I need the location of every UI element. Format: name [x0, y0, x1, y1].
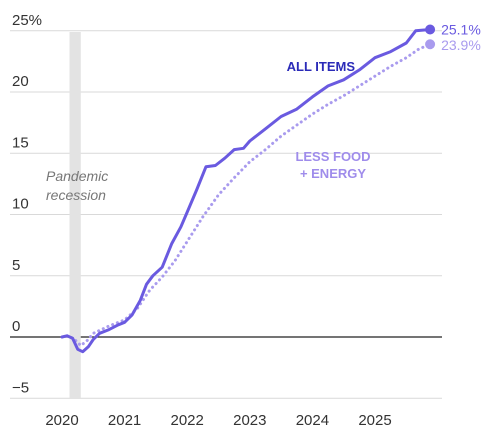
- y-tick-label: 15: [12, 134, 29, 151]
- y-tick-label: 5: [12, 257, 20, 274]
- series-end-value-label: 23.9%: [441, 37, 481, 53]
- gridlines: [10, 30, 442, 399]
- series-labels: 23.9%25.1% ALL ITEMS LESS FOOD + ENERGY: [287, 22, 481, 181]
- recession-label-line-1: Pandemic: [46, 168, 108, 184]
- x-axis-tick-labels: 2020 2021 2022 2023 2024 2025: [45, 412, 391, 429]
- y-tick-label: 20: [12, 73, 29, 90]
- x-tick-label: 2020: [45, 412, 78, 429]
- x-tick-label: 2021: [108, 412, 141, 429]
- series-name-label: ALL ITEMS: [287, 59, 356, 74]
- series-name-label: LESS FOOD: [295, 149, 370, 164]
- y-tick-label: 10: [12, 196, 29, 213]
- x-tick-label: 2025: [358, 412, 391, 429]
- x-tick-label: 2023: [233, 412, 266, 429]
- series-end-marker: [425, 24, 436, 35]
- pandemic-recession-band: [69, 32, 81, 398]
- x-tick-label: 2024: [296, 412, 329, 429]
- y-tick-label: 0: [12, 318, 20, 335]
- x-tick-label: 2022: [171, 412, 204, 429]
- recession-label-line-2: recession: [46, 187, 106, 203]
- y-tick-label: −5: [12, 379, 29, 396]
- series-name-label: + ENERGY: [300, 166, 366, 181]
- series-line-0: [60, 28, 432, 354]
- y-tick-label: 25%: [12, 12, 42, 29]
- y-axis-tick-labels: −5 0 5 10 15 20 25%: [12, 12, 42, 397]
- series-end-marker: [425, 39, 436, 50]
- series-line-1: [60, 42, 432, 348]
- series-end-value-label: 25.1%: [441, 22, 481, 38]
- series-lines: [60, 24, 436, 354]
